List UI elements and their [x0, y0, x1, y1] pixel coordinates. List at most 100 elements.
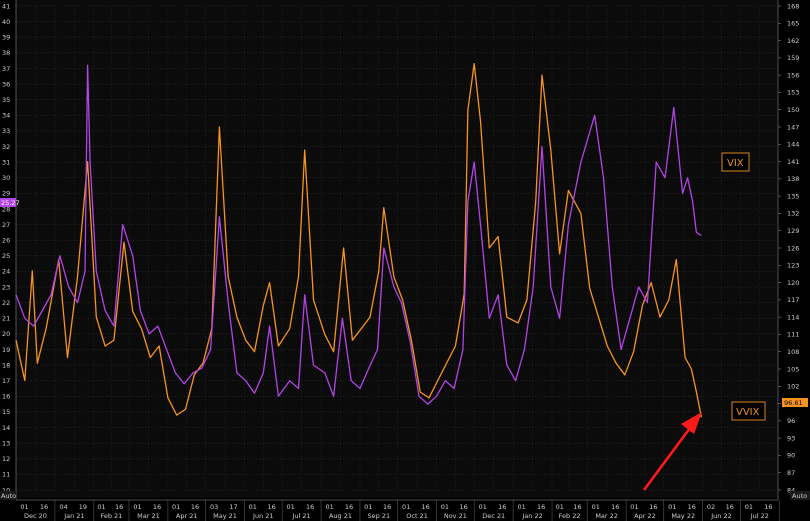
left-tick-label: 35: [2, 96, 10, 104]
right-tick-label: 111: [787, 331, 799, 339]
left-tick-label: 20: [2, 330, 10, 338]
series-layer: [15, 62, 703, 418]
left-tick-label: 24: [2, 268, 10, 276]
right-tick-label: 147: [787, 123, 799, 131]
left-tick-label: 34: [2, 112, 10, 120]
x-month-label: Mar 21: [137, 512, 160, 520]
x-day-label: 01: [287, 503, 295, 511]
left-tick-label: 25: [2, 252, 10, 260]
series-line-vix: [15, 64, 702, 405]
left-corner-label: Auto: [1, 492, 16, 500]
right-tick-label: 84: [787, 486, 795, 494]
x-day-label: 01: [592, 503, 600, 511]
x-day-label: 03: [210, 503, 218, 511]
left-tick-label: 21: [2, 315, 10, 323]
right-tick-label: 162: [787, 37, 799, 45]
vvix-last-value-tag: [782, 398, 808, 407]
right-tick-label: 159: [787, 54, 799, 62]
x-month-label: Apr 22: [634, 512, 656, 520]
x-day-label: 16: [726, 503, 734, 511]
left-tick-label: 15: [2, 408, 10, 416]
right-tick-label: 138: [787, 175, 799, 183]
x-day-label: 16: [115, 503, 123, 511]
x-day-label: 16: [267, 503, 275, 511]
x-month-label: Jan 22: [521, 512, 542, 520]
left-tick-label: 29: [2, 190, 10, 198]
x-month-label: Jul 21: [291, 512, 310, 520]
x-day-label: 16: [40, 503, 48, 511]
x-day-label: 01: [630, 503, 638, 511]
x-day-label: 16: [153, 503, 161, 511]
x-month-label: Apr 21: [176, 512, 198, 520]
x-day-label: 01: [172, 503, 180, 511]
x-day-label: 01: [402, 503, 410, 511]
series-line-vvix: [15, 62, 703, 418]
left-tick-label: 11: [2, 471, 10, 479]
x-day-label: 16: [573, 503, 581, 511]
left-tick-label: 40: [2, 18, 10, 26]
right-tick-label: 153: [787, 89, 799, 97]
left-tick-label: 14: [2, 424, 10, 432]
x-day-label: 16: [383, 503, 391, 511]
right-tick-label: 108: [787, 348, 799, 356]
left-axis: 10 11 12 13 14 15 16 17 18 19 20 21 22 23 24 25 26 27 28 29…: [2, 0, 17, 500]
right-tick-label: 144: [787, 141, 799, 149]
right-tick-label: 90: [787, 452, 795, 460]
x-day-label: 16: [537, 503, 545, 511]
x-month-label: May 22: [671, 512, 695, 520]
x-day-label: 01: [133, 503, 141, 511]
x-day-label: 16: [688, 503, 696, 511]
left-tick-label: 27: [2, 221, 10, 229]
x-day-label: 16: [345, 503, 353, 511]
x-day-label: 19: [79, 503, 87, 511]
x-day-label: 01: [249, 503, 257, 511]
x-month-label: Sep 21: [368, 512, 391, 520]
x-month-label: Feb 21: [100, 512, 122, 520]
right-tick-label: 168: [787, 2, 799, 10]
left-tick-label: 23: [2, 283, 10, 291]
x-day-label: 16: [191, 503, 199, 511]
left-tick-label: 33: [2, 127, 10, 135]
left-tick-label: 31: [2, 158, 10, 166]
x-month-label: Aug 21: [329, 512, 352, 520]
x-day-label: 16: [306, 503, 314, 511]
arrow-head-icon: [681, 412, 702, 434]
x-month-label: Jul 22: [750, 512, 769, 520]
right-tick-label: 135: [787, 192, 799, 200]
left-tick-label: 22: [2, 299, 10, 307]
x-day-label: 02: [707, 503, 715, 511]
x-day-label: 04: [59, 503, 67, 511]
left-corner-box: [0, 491, 16, 500]
x-month-label: Dec 21: [482, 512, 505, 520]
right-corner-box: [790, 491, 810, 500]
left-tick-label: 30: [2, 174, 10, 182]
left-tick-label: 16: [2, 393, 10, 401]
x-day-label: 17: [229, 503, 237, 511]
x-day-label: 01: [556, 503, 564, 511]
left-tick-label: 10: [2, 486, 10, 494]
x-month-label: Dec 20: [24, 512, 47, 520]
left-tick-label: 19: [2, 346, 10, 354]
x-day-label: 01: [20, 503, 28, 511]
x-day-label: 16: [649, 503, 657, 511]
left-tick-label: 32: [2, 143, 10, 151]
vix-last-value-label: 25.27: [1, 199, 20, 207]
x-month-label: Nov 21: [444, 512, 467, 520]
x-day-label: 01: [668, 503, 676, 511]
right-tick-label: 120: [787, 279, 799, 287]
left-tick-label: 26: [2, 236, 10, 244]
legend-vvix-box: [731, 401, 766, 421]
right-tick-label: 114: [787, 313, 799, 321]
x-month-label: Jun 22: [710, 512, 732, 520]
x-day-label: 01: [441, 503, 449, 511]
left-tick-label: 37: [2, 65, 10, 73]
left-tick-label: 18: [2, 361, 10, 369]
x-day-label: 01: [97, 503, 105, 511]
legend-vvix-label: VVIX: [736, 407, 760, 418]
x-day-label: 16: [460, 503, 468, 511]
right-tick-label: 93: [787, 434, 795, 442]
x-month-label: Jan 21: [63, 512, 84, 520]
legend-vix-box: [721, 152, 750, 172]
x-day-label: 16: [422, 503, 430, 511]
